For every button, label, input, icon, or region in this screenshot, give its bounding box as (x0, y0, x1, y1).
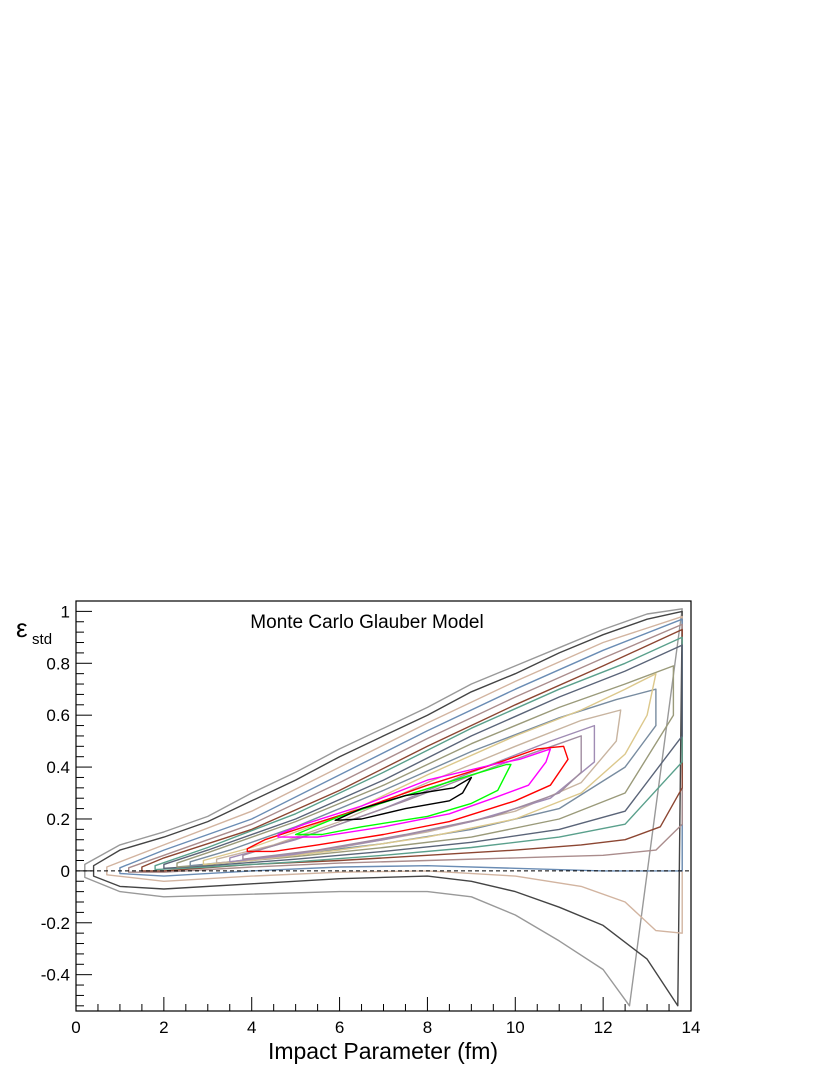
x-tick-label: 12 (594, 1018, 613, 1037)
y-tick-label: -0.4 (41, 966, 70, 985)
contour-layer (84, 608, 683, 1007)
contour-level-1 (84, 608, 683, 1007)
y-axis-title-main: ε (16, 613, 28, 643)
x-tick-label: 2 (159, 1018, 168, 1037)
contour-level-18 (334, 776, 473, 821)
contour-level-15 (246, 745, 569, 853)
y-tick-label: 0 (61, 862, 70, 881)
contour-level-8 (163, 644, 683, 869)
contour-level-14 (242, 735, 582, 860)
contour-level-2 (92, 610, 683, 1007)
x-axis-title: Impact Parameter (fm) (268, 1038, 498, 1064)
y-axis-title-subscript: std (32, 631, 52, 648)
contour-level-7 (154, 636, 683, 871)
x-tick-label: 6 (335, 1018, 344, 1037)
y-tick-label: 0.2 (46, 810, 70, 829)
y-tick-label: -0.2 (41, 914, 70, 933)
x-tick-label: 0 (71, 1018, 80, 1037)
contour-level-3 (106, 615, 683, 934)
x-tick-label: 8 (423, 1018, 432, 1037)
y-axis-title: ε std (16, 613, 52, 648)
x-tick-label: 14 (682, 1018, 701, 1037)
y-tick-label: 1 (61, 602, 70, 621)
x-tick-label: 10 (506, 1018, 525, 1037)
y-tick-label: 0.8 (46, 654, 70, 673)
contour-level-16 (277, 748, 552, 838)
contour-level-5 (127, 623, 683, 873)
y-tick-label: 0.4 (46, 758, 70, 777)
axis-layer: 0 2 4 6 8 10 12 14 -0.4 -0.2 0 0.2 0.4 0.6 0.8 1 (41, 600, 701, 1037)
chart-title: Monte Carlo Glauber Model (250, 612, 483, 633)
x-tick-label: 4 (247, 1018, 256, 1037)
y-tick-label: 0.6 (46, 706, 70, 725)
contour-level-11 (202, 673, 657, 866)
